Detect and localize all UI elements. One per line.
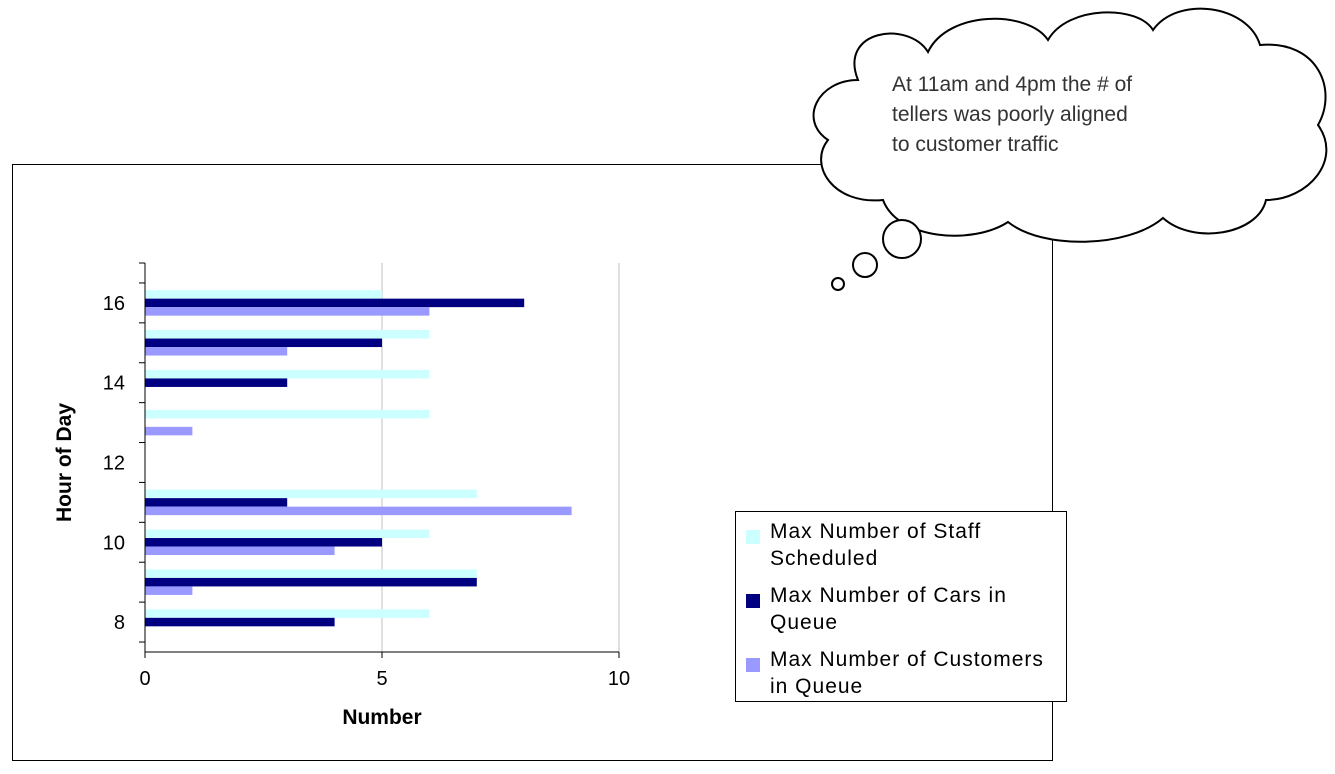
bar bbox=[145, 330, 430, 339]
thought-bubble-medium bbox=[852, 252, 878, 278]
legend-swatch-staff bbox=[746, 530, 760, 544]
bar-chart: 8 10 12 14 16 0 5 10 Number Hour of Day bbox=[53, 262, 630, 729]
bar bbox=[145, 290, 382, 299]
y-axis-title: Hour of Day bbox=[53, 403, 76, 522]
y-tick-label: 16 bbox=[103, 293, 125, 315]
y-tick-label: 14 bbox=[103, 373, 125, 395]
bar bbox=[145, 506, 572, 516]
x-tick-label: 5 bbox=[376, 668, 387, 690]
bar bbox=[145, 489, 477, 499]
bar bbox=[145, 538, 382, 547]
bar bbox=[145, 307, 430, 316]
bar bbox=[145, 409, 430, 419]
legend-swatch-customers bbox=[746, 658, 760, 672]
y-tick-label: 12 bbox=[103, 452, 125, 474]
bar bbox=[145, 609, 430, 618]
legend-item-customers: Max Number of Customers in Queue bbox=[746, 646, 1066, 700]
legend-label-customers: Max Number of Customers in Queue bbox=[770, 648, 1044, 698]
thought-bubble-small bbox=[831, 277, 845, 291]
x-tick-label: 10 bbox=[608, 668, 630, 690]
bar bbox=[145, 577, 477, 587]
bar bbox=[145, 378, 288, 387]
legend-label-cars: Max Number of Cars in Queue bbox=[770, 584, 1007, 634]
bar bbox=[145, 347, 288, 356]
chart-frame: 8 10 12 14 16 0 5 10 Number Hour of Day Max Numbe… bbox=[12, 164, 1067, 761]
cloud-shape bbox=[812, 7, 1328, 243]
callout-line: to customer traffic bbox=[892, 133, 1059, 156]
callout-line: At 11am and 4pm the # of bbox=[892, 73, 1133, 96]
bar bbox=[145, 298, 525, 308]
legend-swatch-cars bbox=[746, 594, 760, 608]
bar bbox=[145, 369, 430, 379]
legend: Max Number of Staff Scheduled Max Number… bbox=[735, 511, 1067, 702]
y-tick-label: 8 bbox=[114, 612, 125, 634]
x-axis-title: Number bbox=[342, 706, 421, 729]
bar bbox=[145, 529, 430, 539]
callout-line: tellers was poorly aligned bbox=[892, 103, 1128, 126]
thought-bubble-large bbox=[882, 219, 922, 259]
legend-label-staff: Max Number of Staff Scheduled bbox=[770, 520, 982, 570]
callout-text: At 11am and 4pm the # of tellers was poo… bbox=[892, 70, 1222, 160]
bar bbox=[145, 498, 288, 507]
legend-item-cars: Max Number of Cars in Queue bbox=[746, 582, 1066, 636]
bar bbox=[145, 546, 335, 556]
thought-cloud bbox=[812, 7, 1328, 291]
legend-item-staff: Max Number of Staff Scheduled bbox=[746, 518, 1066, 572]
bar bbox=[145, 586, 193, 595]
y-tick-label: 10 bbox=[103, 532, 125, 554]
bar bbox=[145, 569, 477, 578]
bar bbox=[145, 617, 335, 627]
bar bbox=[145, 426, 193, 436]
bar bbox=[145, 338, 382, 348]
x-tick-label: 0 bbox=[139, 668, 150, 690]
